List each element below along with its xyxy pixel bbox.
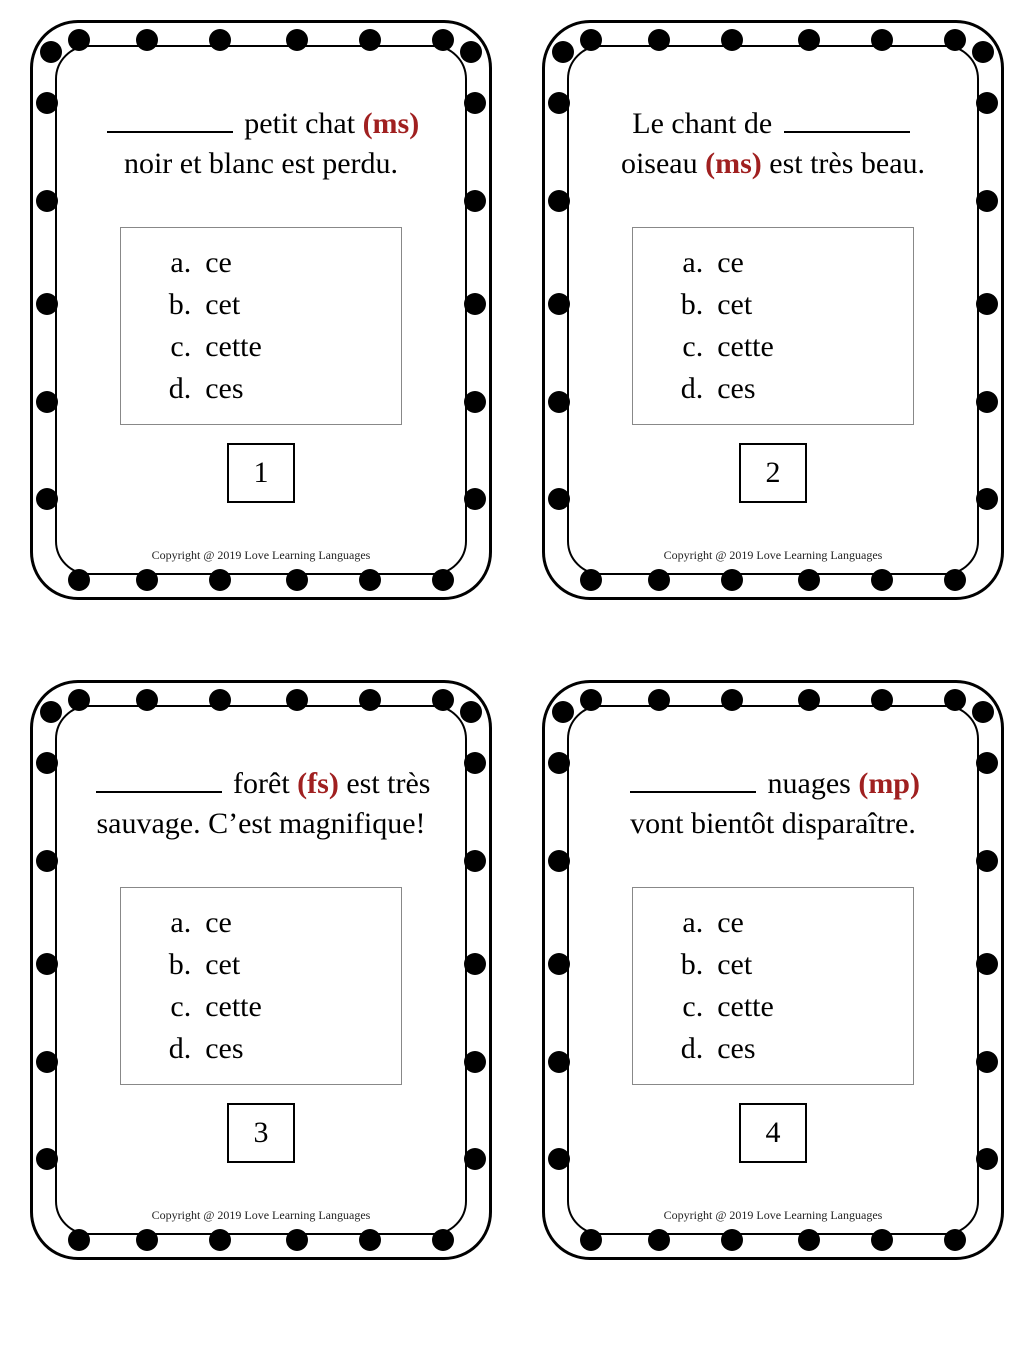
choice-text: ces [205, 1028, 243, 1070]
card-number: 1 [227, 443, 295, 503]
answer-choice: a. ce [149, 242, 391, 284]
choice-text: cet [205, 284, 240, 326]
fill-in-blank [630, 770, 756, 793]
answer-choice: c. cette [149, 986, 391, 1028]
answer-choice: b. cet [661, 944, 903, 986]
choice-text: ce [205, 242, 232, 284]
choice-text: ces [717, 368, 755, 410]
answer-choice: a. ce [661, 242, 903, 284]
answer-choice: d. ces [661, 368, 903, 410]
fill-in-blank [784, 110, 910, 133]
grammar-tag: (mp) [858, 767, 920, 800]
choice-letter: c. [661, 986, 703, 1028]
task-card-1: petit chat (ms) noir et blanc est perdu.… [30, 20, 492, 600]
choice-letter: c. [149, 326, 191, 368]
task-card-2: Le chant de oiseau (ms) est très beau. a.… [542, 20, 1004, 600]
card-number: 4 [739, 1103, 807, 1163]
choice-text: cet [717, 284, 752, 326]
choice-text: ces [205, 368, 243, 410]
answer-choice: d. ces [149, 368, 391, 410]
answer-choice: b. cet [661, 284, 903, 326]
choice-letter: a. [661, 242, 703, 284]
question-text: Le chant de oiseau (ms) est très beau. [597, 79, 949, 209]
choice-text: cette [717, 986, 774, 1028]
answer-choice: b. cet [149, 944, 391, 986]
question-text: nuages (mp) vont bientôt disparaître. [597, 739, 949, 869]
answer-choice: d. ces [149, 1028, 391, 1070]
answer-choices: a. ce b. cet c. cette d. ces [632, 887, 914, 1085]
answer-choice: c. cette [661, 986, 903, 1028]
choice-letter: d. [661, 1028, 703, 1070]
copyright-text: Copyright @ 2019 Love Learning Languages [57, 548, 465, 563]
choice-letter: a. [149, 902, 191, 944]
choice-text: ce [717, 902, 744, 944]
copyright-text: Copyright @ 2019 Love Learning Languages [57, 1208, 465, 1223]
choice-letter: c. [661, 326, 703, 368]
answer-choices: a. ce b. cet c. cette d. ces [120, 227, 402, 425]
card-inner: nuages (mp) vont bientôt disparaître. a. c… [567, 705, 979, 1235]
fill-in-blank [96, 770, 222, 793]
card-inner: petit chat (ms) noir et blanc est perdu.… [55, 45, 467, 575]
question-text: petit chat (ms) noir et blanc est perdu. [85, 79, 437, 209]
choice-text: ce [717, 242, 744, 284]
choice-text: ces [717, 1028, 755, 1070]
card-number: 3 [227, 1103, 295, 1163]
choice-letter: b. [661, 284, 703, 326]
grammar-tag: (fs) [297, 767, 339, 800]
answer-choice: d. ces [661, 1028, 903, 1070]
grammar-tag: (ms) [705, 147, 762, 180]
copyright-text: Copyright @ 2019 Love Learning Languages [569, 548, 977, 563]
page: petit chat (ms) noir et blanc est perdu.… [0, 0, 1034, 1300]
choice-letter: d. [149, 368, 191, 410]
question-text: forêt (fs) est très sauvage. C’est magni… [85, 739, 437, 869]
answer-choices: a. ce b. cet c. cette d. ces [120, 887, 402, 1085]
choice-letter: d. [149, 1028, 191, 1070]
grammar-tag: (ms) [363, 107, 420, 140]
fill-in-blank [107, 110, 233, 133]
task-card-3: forêt (fs) est très sauvage. C’est magni… [30, 680, 492, 1260]
answer-choice: c. cette [149, 326, 391, 368]
answer-choice: c. cette [661, 326, 903, 368]
card-number: 2 [739, 443, 807, 503]
card-inner: forêt (fs) est très sauvage. C’est magni… [55, 705, 467, 1235]
choice-text: cet [717, 944, 752, 986]
choice-letter: a. [661, 902, 703, 944]
answer-choice: b. cet [149, 284, 391, 326]
answer-choices: a. ce b. cet c. cette d. ces [632, 227, 914, 425]
answer-choice: a. ce [661, 902, 903, 944]
choice-letter: b. [149, 284, 191, 326]
choice-letter: d. [661, 368, 703, 410]
choice-text: cette [205, 986, 262, 1028]
choice-text: ce [205, 902, 232, 944]
card-inner: Le chant de oiseau (ms) est très beau. a.… [567, 45, 979, 575]
task-card-4: nuages (mp) vont bientôt disparaître. a. c… [542, 680, 1004, 1260]
choice-letter: a. [149, 242, 191, 284]
choice-letter: b. [149, 944, 191, 986]
choice-text: cet [205, 944, 240, 986]
choice-text: cette [717, 326, 774, 368]
choice-text: cette [205, 326, 262, 368]
choice-letter: b. [661, 944, 703, 986]
answer-choice: a. ce [149, 902, 391, 944]
choice-letter: c. [149, 986, 191, 1028]
copyright-text: Copyright @ 2019 Love Learning Languages [569, 1208, 977, 1223]
